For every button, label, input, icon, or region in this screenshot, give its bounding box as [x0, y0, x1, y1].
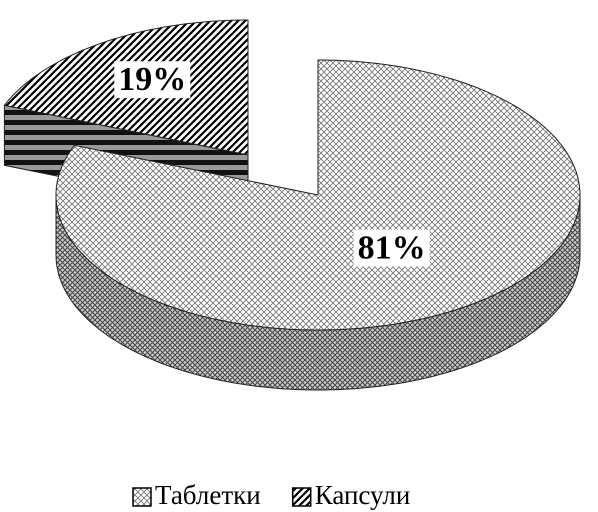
- data-label: 19%: [118, 61, 186, 98]
- data-label: 81%: [358, 230, 426, 267]
- legend-label: Таблетки: [155, 480, 261, 510]
- legend-swatch: [291, 487, 312, 507]
- slice: [55, 59, 581, 331]
- legend-swatch: [132, 487, 152, 507]
- data-label-bg: [353, 229, 430, 267]
- legend-label: Капсули: [315, 480, 411, 510]
- data-label-bg: [114, 61, 191, 99]
